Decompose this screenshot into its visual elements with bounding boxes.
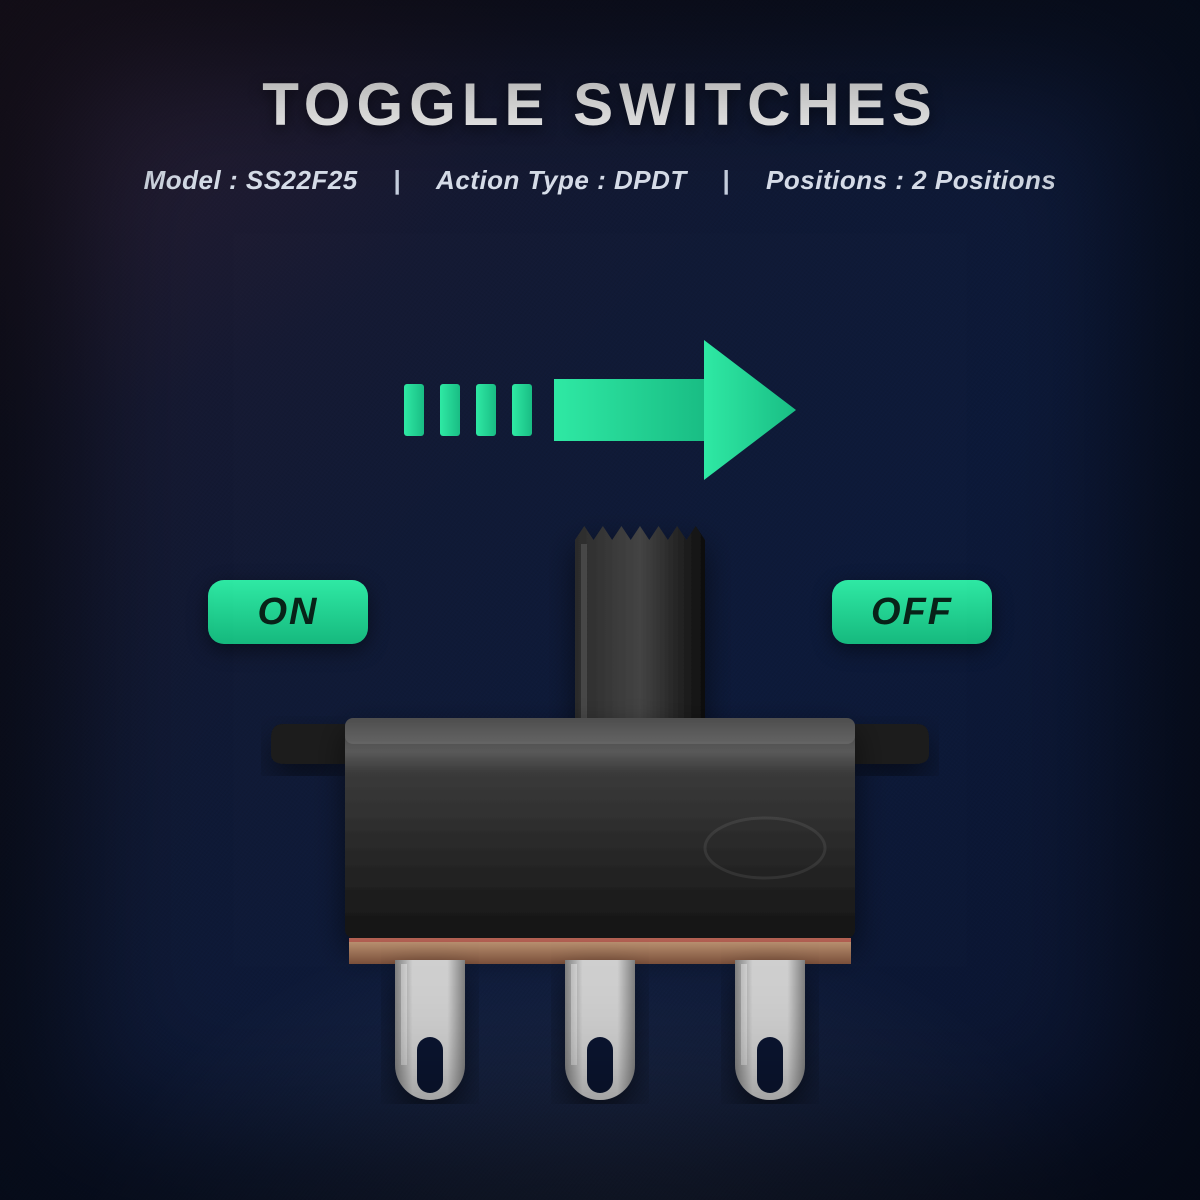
spec-action-label: Action Type :	[436, 165, 606, 195]
spec-action-value: DPDT	[614, 165, 687, 195]
spec-positions-label: Positions :	[766, 165, 904, 195]
direction-arrow-icon	[0, 340, 1200, 480]
spec-separator: |	[723, 165, 731, 195]
spec-model-value: SS22F25	[246, 165, 358, 195]
spec-positions-value: 2 Positions	[912, 165, 1056, 195]
spec-model-label: Model :	[144, 165, 239, 195]
slide-switch-illustration	[0, 498, 1200, 1104]
spec-separator: |	[394, 165, 402, 195]
specs-line: Model : SS22F25 | Action Type : DPDT | P…	[0, 165, 1200, 196]
page-title: TOGGLE SWITCHES	[0, 70, 1200, 139]
